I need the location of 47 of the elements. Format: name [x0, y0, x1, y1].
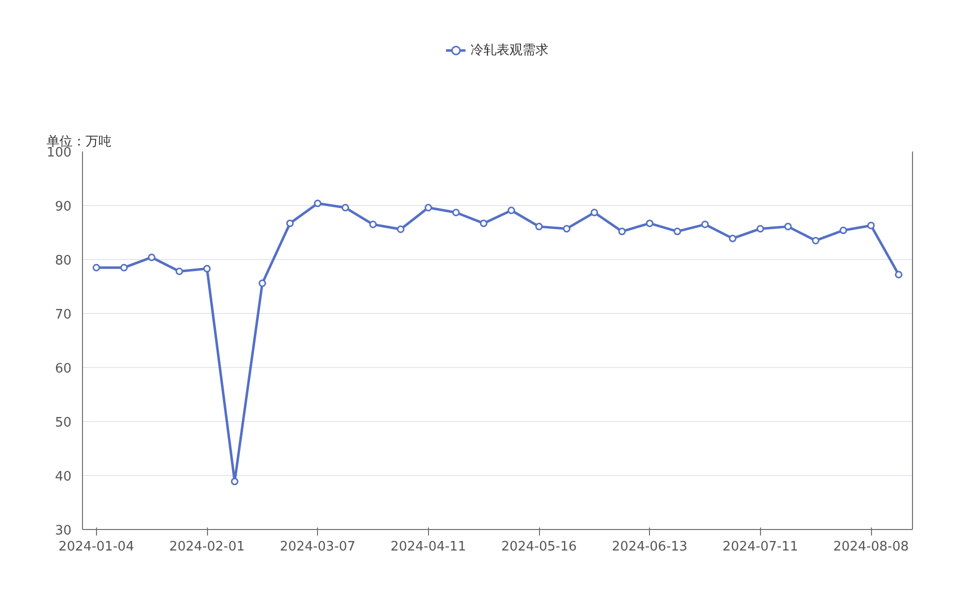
- y-tick-label: 60: [54, 362, 72, 376]
- point: [286, 220, 294, 228]
- y-tick-label: 80: [54, 254, 72, 268]
- x-tick-label: 2024-01-04: [58, 540, 134, 554]
- point: [535, 222, 543, 230]
- point: [120, 264, 128, 272]
- point: [176, 268, 184, 276]
- x-tick-label: 2024-08-08: [833, 540, 909, 554]
- point: [701, 220, 709, 228]
- point: [894, 270, 902, 278]
- x-tick-label: 2024-06-13: [612, 540, 688, 554]
- point: [812, 236, 820, 244]
- y-tick-label: 30: [54, 524, 72, 538]
- y-tick-label: 90: [54, 200, 72, 214]
- point: [674, 228, 682, 236]
- point: [646, 220, 654, 228]
- point: [148, 254, 156, 262]
- point: [258, 280, 266, 288]
- point: [424, 204, 432, 212]
- point: [728, 234, 736, 242]
- point: [840, 226, 848, 234]
- x-tick-label: 2024-04-11: [390, 540, 466, 554]
- point: [867, 222, 875, 230]
- point: [92, 264, 100, 272]
- point: [230, 478, 238, 486]
- y-tick-label: 100: [46, 146, 72, 160]
- point: [756, 224, 764, 232]
- point: [396, 226, 404, 234]
- x-tick-label: 2024-05-16: [501, 540, 577, 554]
- point: [590, 208, 598, 216]
- point: [314, 200, 322, 208]
- y-tick-label: 40: [54, 470, 72, 484]
- point: [369, 220, 377, 228]
- point: [342, 204, 350, 212]
- point: [618, 228, 626, 236]
- x-tick-label: 2024-02-01: [169, 540, 245, 554]
- point: [508, 206, 516, 214]
- legend-label: 冷轧表观需求: [470, 42, 548, 59]
- x-tick-label: 2024-03-07: [280, 540, 356, 554]
- point: [203, 264, 211, 272]
- x-tick-label: 2024-07-11: [722, 540, 798, 554]
- y-tick-label: 70: [54, 308, 72, 322]
- point: [784, 222, 792, 230]
- point: [480, 220, 488, 228]
- point: [562, 224, 570, 232]
- point: [452, 208, 460, 216]
- y-tick-label: 50: [54, 416, 72, 430]
